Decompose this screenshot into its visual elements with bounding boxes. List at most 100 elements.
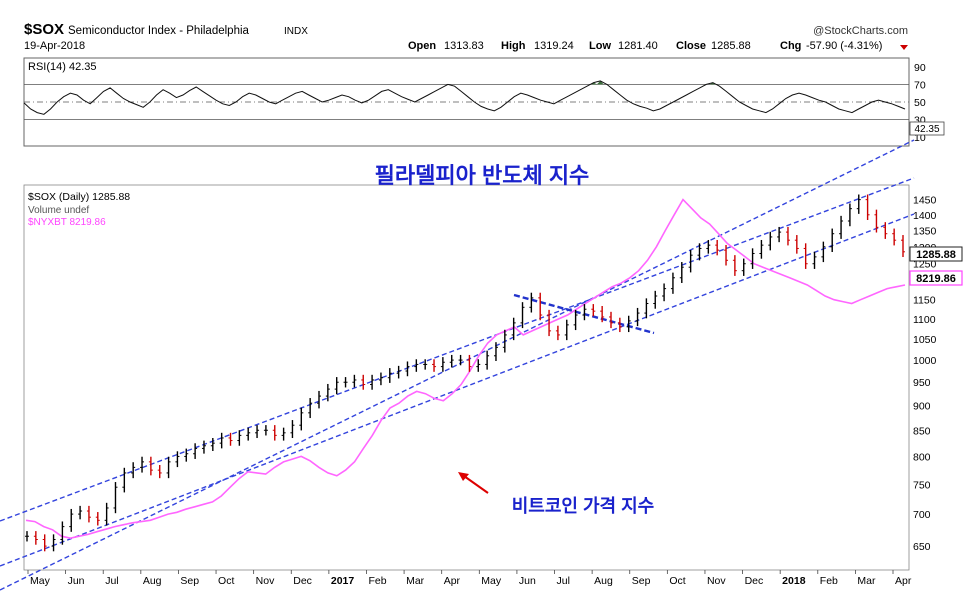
- sox-bar: [830, 228, 835, 253]
- sox-bar: [856, 194, 861, 214]
- sox-bar: [378, 372, 383, 386]
- x-tick-may: May: [30, 575, 51, 587]
- sox-bar: [317, 390, 321, 409]
- sox-bar: [449, 354, 454, 368]
- price-tick-1050: 1050: [913, 334, 937, 346]
- sox-bar: [281, 427, 286, 441]
- nyxbt-last-value-box: [909, 270, 963, 286]
- sox-bar: [290, 420, 295, 439]
- sox-bar: [785, 226, 790, 246]
- sox-bar: [626, 315, 631, 333]
- sox-bar: [219, 432, 224, 449]
- sox-bar: [423, 359, 428, 370]
- chg-value: -57.90 (-4.31%): [806, 40, 882, 52]
- sox-bar: [883, 222, 888, 239]
- x-tick-oct: Oct: [669, 575, 685, 587]
- rsi-overbought-fill: [590, 80, 717, 85]
- price-tick-900: 900: [913, 401, 931, 413]
- price-tick-650: 650: [913, 541, 931, 553]
- x-tick-jun: Jun: [519, 575, 536, 587]
- sox-bar: [78, 505, 83, 520]
- sox-bar: [272, 425, 277, 441]
- x-tick-sep: Sep: [180, 575, 199, 587]
- rsi-tick-50: 50: [914, 97, 926, 109]
- sox-bar: [803, 243, 808, 269]
- sox-bar: [653, 290, 658, 309]
- sox-last-value-box: [909, 246, 963, 262]
- sox-bar: [662, 283, 667, 302]
- exchange: INDX: [284, 26, 308, 37]
- sox-bar: [847, 203, 852, 227]
- sox-bar: [874, 209, 879, 233]
- sox-bar: [511, 317, 516, 341]
- sox-bar: [255, 425, 260, 439]
- rsi-last-value: 42.35: [914, 124, 939, 135]
- close-label: Close: [676, 40, 706, 52]
- sox-bar: [246, 427, 251, 441]
- annotation-title: 필라델피아 반도체 지수: [375, 163, 590, 188]
- x-tick-mar: Mar: [857, 575, 876, 587]
- x-tick-mar: Mar: [406, 575, 425, 587]
- price-tick-1100: 1100: [913, 314, 936, 326]
- sox-bar: [405, 361, 410, 377]
- price-tick-800: 800: [913, 451, 931, 463]
- x-tick-nov: Nov: [707, 575, 726, 587]
- sox-bar: [600, 305, 605, 323]
- sox-bar: [308, 398, 313, 419]
- sox-bar: [95, 512, 100, 526]
- sox-bar: [564, 319, 569, 341]
- x-tick-feb: Feb: [820, 575, 838, 587]
- price-tick-1150: 1150: [913, 295, 936, 307]
- down-triangle-icon: [900, 45, 908, 50]
- price-tick-950: 950: [913, 377, 931, 389]
- sox-bar: [237, 430, 242, 446]
- sox-bar: [334, 377, 339, 395]
- open-value: 1313.83: [444, 40, 484, 52]
- sox-bar: [263, 425, 268, 436]
- rsi-last-value-box: [909, 121, 945, 136]
- channel-upper-line: [0, 177, 915, 522]
- x-tick-aug: Aug: [143, 575, 162, 587]
- sox-bar: [86, 505, 91, 523]
- provider-logo: @StockCharts.com: [813, 25, 908, 37]
- sox-bar: [299, 407, 304, 431]
- high-label: High: [501, 40, 526, 52]
- sox-bar: [33, 531, 38, 545]
- sox-bar: [555, 325, 560, 341]
- rsi-legend: RSI(14) 42.35: [28, 61, 96, 73]
- sox-bar: [184, 448, 189, 462]
- sox-bar: [591, 304, 596, 317]
- sox-bar: [201, 440, 206, 454]
- price-tick-1400: 1400: [913, 210, 937, 222]
- sox-bar: [25, 531, 29, 542]
- x-tick-jun: Jun: [68, 575, 85, 587]
- sox-bar: [644, 298, 649, 319]
- rsi-panel: 90 70 50 30 10 RSI(14) 42.35 42.35: [23, 57, 945, 147]
- last-value-labels: 1285.88 8219.86: [909, 246, 963, 286]
- price-tick-1250: 1250: [913, 259, 937, 271]
- x-tick-apr: Apr: [444, 575, 461, 587]
- sox-bar: [768, 231, 773, 251]
- bitcoin-arrow-line: [463, 475, 489, 494]
- sox-bar: [387, 368, 392, 383]
- sox-bar: [113, 482, 118, 514]
- price-tick-700: 700: [913, 509, 931, 521]
- sox-bar: [467, 354, 472, 372]
- sox-bar: [706, 239, 711, 254]
- sox-bar: [670, 272, 675, 294]
- sox-bar: [485, 350, 490, 370]
- sox-bar: [732, 255, 737, 276]
- sox-bar: [122, 467, 127, 493]
- chg-label: Chg: [780, 40, 801, 52]
- sox-bar: [476, 359, 481, 372]
- sox-bar: [493, 342, 498, 361]
- x-tick-2017: 2017: [331, 575, 355, 587]
- sox-bar: [414, 359, 419, 372]
- x-tick-dec: Dec: [745, 575, 764, 587]
- sox-bar: [325, 383, 330, 402]
- sox-bar: [60, 521, 65, 545]
- price-tick-850: 850: [913, 425, 931, 437]
- price-tick-1350: 1350: [913, 225, 937, 237]
- sox-bar: [741, 258, 746, 276]
- price-tick-1450: 1450: [913, 195, 937, 207]
